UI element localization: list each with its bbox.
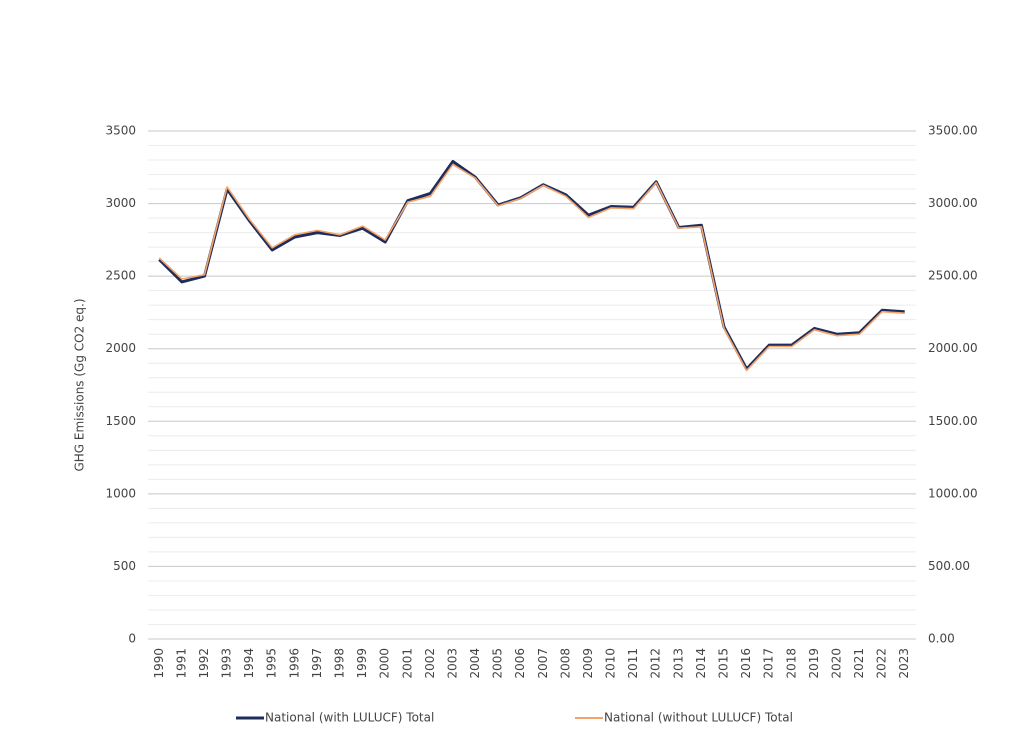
y-tick-label: 1500 bbox=[105, 414, 136, 428]
x-tick-label: 2020 bbox=[829, 648, 843, 679]
x-tick-label: 1999 bbox=[355, 648, 369, 679]
x-tick-label: 2023 bbox=[897, 648, 911, 679]
x-tick-label: 2002 bbox=[423, 648, 437, 679]
x-tick-label: 2007 bbox=[536, 648, 550, 679]
x-tick-label: 2009 bbox=[581, 648, 595, 679]
x-tick-label: 2019 bbox=[807, 648, 821, 679]
y2-tick-label: 2000.00 bbox=[928, 341, 978, 355]
x-tick-label: 1998 bbox=[333, 648, 347, 679]
x-tick-label: 2008 bbox=[558, 648, 572, 679]
x-tick-label: 2001 bbox=[400, 648, 414, 679]
x-tick-label: 1992 bbox=[197, 648, 211, 679]
x-tick-label: 2012 bbox=[649, 648, 663, 679]
x-tick-label: 2011 bbox=[626, 648, 640, 679]
y2-tick-label: 1500.00 bbox=[928, 414, 978, 428]
x-tick-label: 2010 bbox=[604, 648, 618, 679]
x-tick-label: 1990 bbox=[152, 648, 166, 679]
y2-tick-label: 2500.00 bbox=[928, 269, 978, 283]
y-tick-label: 0 bbox=[128, 632, 136, 646]
x-tick-label: 1995 bbox=[265, 648, 279, 679]
legend-label: National (with LULUCF) Total bbox=[265, 711, 434, 725]
y2-tick-label: 0.00 bbox=[928, 632, 955, 646]
x-tick-label: 2016 bbox=[739, 648, 753, 679]
y-tick-label: 3000 bbox=[105, 196, 136, 210]
x-tick-label: 2013 bbox=[671, 648, 685, 679]
x-tick-label: 1991 bbox=[174, 648, 188, 679]
x-tick-label: 2004 bbox=[468, 648, 482, 679]
y-tick-label: 2000 bbox=[105, 341, 136, 355]
y2-tick-label: 1000.00 bbox=[928, 486, 978, 500]
x-tick-label: 1996 bbox=[287, 648, 301, 679]
y-axis-label: GHG Emissions (Gg CO2 eq.) bbox=[73, 298, 87, 471]
x-tick-label: 1993 bbox=[220, 648, 234, 679]
x-tick-label: 2006 bbox=[513, 648, 527, 679]
x-tick-label: 2005 bbox=[491, 648, 505, 679]
y2-tick-label: 3500.00 bbox=[928, 124, 978, 138]
x-tick-label: 2021 bbox=[852, 648, 866, 679]
x-tick-label: 2015 bbox=[717, 648, 731, 679]
series-line bbox=[158, 163, 905, 372]
x-tick-label: 2000 bbox=[378, 648, 392, 679]
x-tick-label: 1994 bbox=[242, 648, 256, 679]
x-tick-label: 2022 bbox=[875, 648, 889, 679]
x-tick-label: 2003 bbox=[445, 648, 459, 679]
y2-tick-label: 3000.00 bbox=[928, 196, 978, 210]
x-tick-label: 2018 bbox=[784, 648, 798, 679]
x-tick-label: 2014 bbox=[694, 648, 708, 679]
y-tick-label: 3500 bbox=[105, 124, 136, 138]
y-tick-label: 2500 bbox=[105, 269, 136, 283]
y2-tick-label: 500.00 bbox=[928, 559, 970, 573]
x-tick-label: 1997 bbox=[310, 648, 324, 679]
y-tick-label: 1000 bbox=[105, 486, 136, 500]
y-tick-label: 500 bbox=[113, 559, 136, 573]
x-tick-label: 2017 bbox=[762, 648, 776, 679]
legend-label: National (without LULUCF) Total bbox=[604, 711, 793, 725]
